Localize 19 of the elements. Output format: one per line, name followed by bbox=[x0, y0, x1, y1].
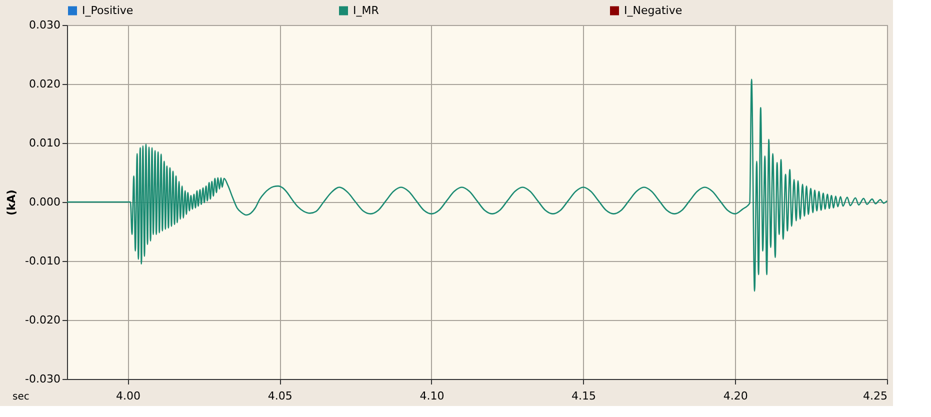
x-tick-label: 4.15 bbox=[572, 390, 596, 402]
x-axis-title: sec bbox=[12, 392, 30, 402]
x-tick-label: 4.00 bbox=[116, 390, 140, 402]
legend-label: I_Negative bbox=[624, 4, 682, 17]
x-tick-label: 4.05 bbox=[268, 390, 292, 402]
y-tick-label: 0.030 bbox=[29, 18, 60, 32]
y-tick-label: -0.010 bbox=[25, 254, 60, 268]
x-tick-label: 4.25 bbox=[863, 390, 888, 402]
y-tick-label: 0.010 bbox=[29, 136, 60, 150]
line-series bbox=[66, 78, 888, 292]
x-tick-label: 4.20 bbox=[723, 390, 748, 402]
y-tick-label: -0.030 bbox=[25, 372, 60, 386]
y-tick-label: 0.020 bbox=[29, 78, 60, 90]
legend-label: I_Positive bbox=[82, 4, 134, 17]
y-axis-title: (kA) bbox=[5, 190, 18, 216]
y-tick-label: 0.000 bbox=[29, 196, 60, 208]
legend-label: I_MR bbox=[353, 4, 380, 17]
x-tick-label: 4.10 bbox=[420, 390, 444, 402]
y-tick-label: -0.020 bbox=[25, 314, 60, 326]
